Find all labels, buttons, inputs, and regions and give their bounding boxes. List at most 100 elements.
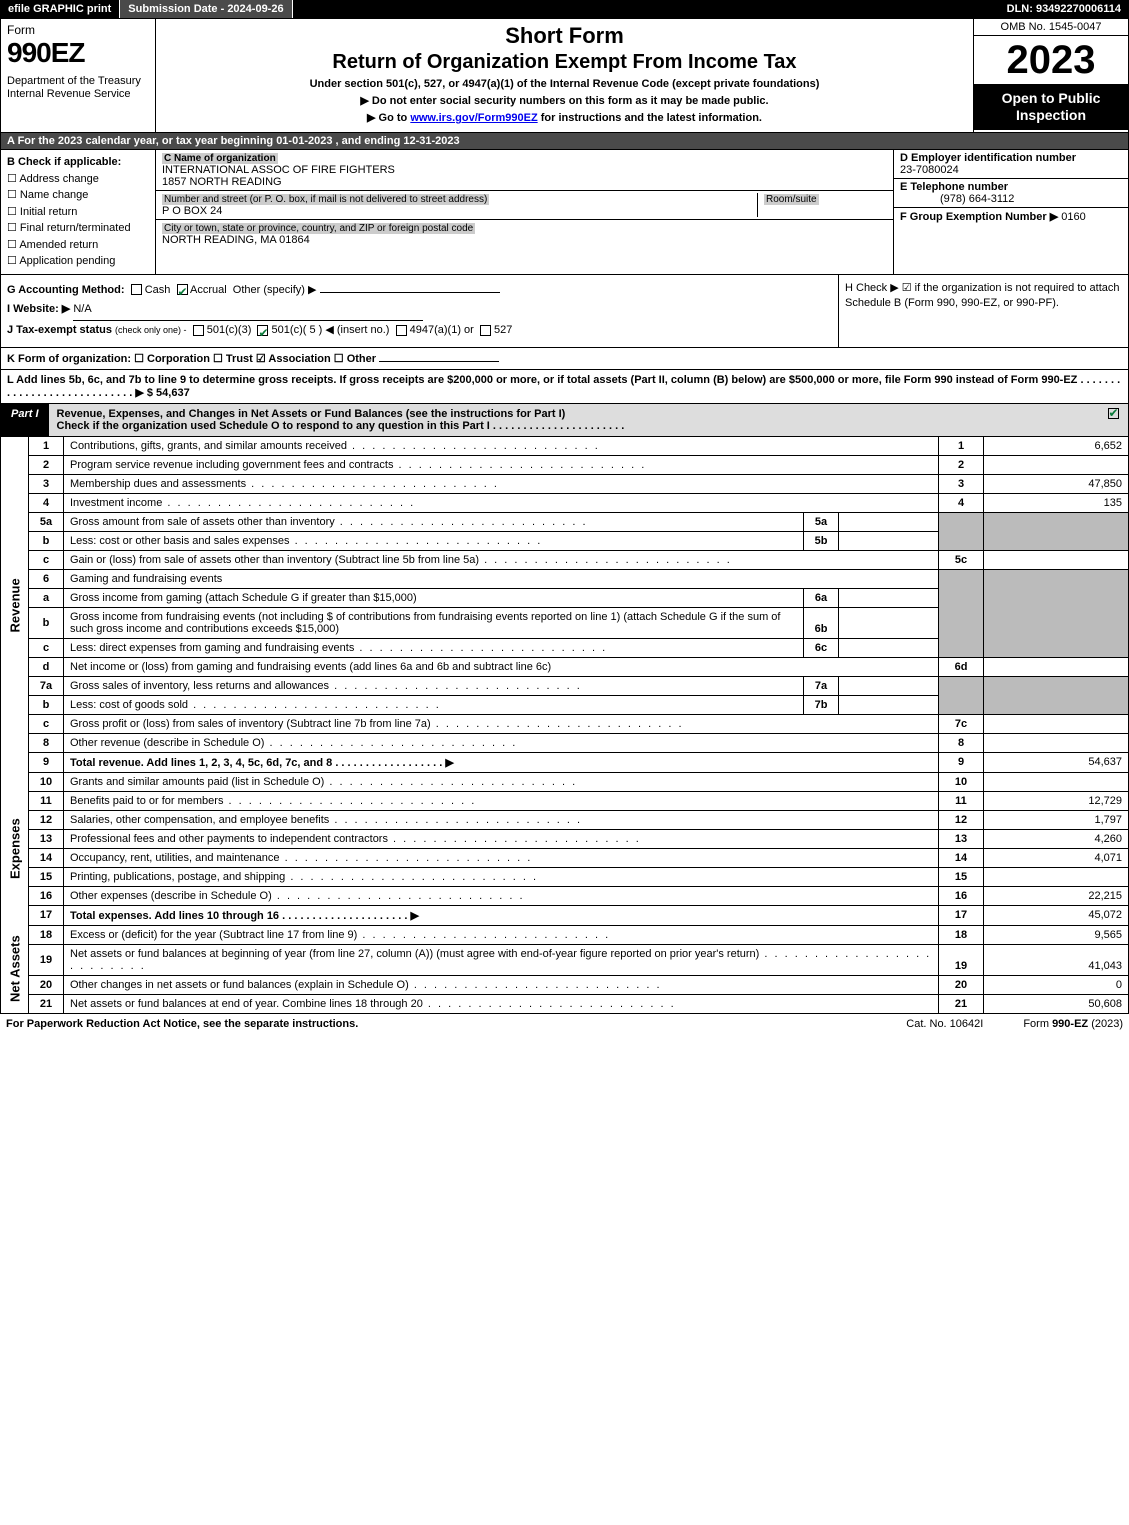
dept-label: Department of the Treasury Internal Reve…: [7, 75, 149, 101]
col-b: B Check if applicable: ☐ Address change …: [1, 150, 156, 274]
ein-value: 23-7080024: [900, 164, 959, 176]
irs-link[interactable]: www.irs.gov/Form990EZ: [410, 112, 537, 124]
row-l: L Add lines 5b, 6c, and 7b to line 9 to …: [0, 370, 1129, 404]
line-row: d Net income or (loss) from gaming and f…: [1, 657, 1129, 676]
i-row: I Website: ▶ N/A: [7, 300, 832, 321]
b-item: ☐ Initial return: [7, 204, 149, 221]
j-527-checkbox[interactable]: [480, 325, 491, 336]
part1-header: Part I Revenue, Expenses, and Changes in…: [0, 404, 1129, 437]
dln: DLN: 93492270006114: [999, 0, 1129, 18]
c-addr-lbl: Number and street (or P. O. box, if mail…: [162, 194, 489, 205]
i-lbl: I Website: ▶: [7, 303, 70, 315]
b-item: ☐ Application pending: [7, 253, 149, 270]
line-row: 14 Occupancy, rent, utilities, and maint…: [1, 848, 1129, 867]
row-k: K Form of organization: ☐ Corporation ☐ …: [0, 348, 1129, 370]
page-footer: For Paperwork Reduction Act Notice, see …: [0, 1014, 1129, 1034]
line-row: 17 Total expenses. Add lines 10 through …: [1, 905, 1129, 925]
line-row: 16 Other expenses (describe in Schedule …: [1, 886, 1129, 905]
col-c: C Name of organization INTERNATIONAL ASS…: [156, 150, 893, 274]
line-row: c Gross profit or (loss) from sales of i…: [1, 714, 1129, 733]
b-item: ☐ Final return/terminated: [7, 220, 149, 237]
form-word: Form: [7, 23, 149, 37]
accrual-checkbox[interactable]: [177, 284, 188, 295]
ssn-note: ▶ Do not enter social security numbers o…: [160, 94, 969, 107]
c-name-row: C Name of organization INTERNATIONAL ASS…: [156, 150, 893, 191]
website-value: N/A: [73, 300, 423, 321]
short-form-title: Short Form: [160, 23, 969, 49]
k-text: K Form of organization: ☐ Corporation ☐ …: [7, 353, 376, 365]
j-lbl: J Tax-exempt status: [7, 324, 112, 336]
c-name-lbl: C Name of organization: [162, 153, 278, 164]
d-ein: D Employer identification number 23-7080…: [894, 150, 1128, 179]
section-a-bar: A For the 2023 calendar year, or tax yea…: [0, 133, 1129, 150]
line-row: 15 Printing, publications, postage, and …: [1, 867, 1129, 886]
h-text: H Check ▶ ☑ if the organization is not r…: [845, 282, 1120, 309]
revenue-side-label: Revenue: [1, 437, 29, 773]
b-item: ☐ Address change: [7, 171, 149, 188]
tax-year: 2023: [974, 36, 1128, 84]
e-phone: E Telephone number (978) 664-3112: [894, 179, 1128, 208]
c-city-lbl: City or town, state or province, country…: [162, 223, 475, 234]
header-left: Form 990EZ Department of the Treasury In…: [1, 19, 156, 132]
f-lbl: F Group Exemption Number ▶: [900, 211, 1058, 223]
line-row: 13 Professional fees and other payments …: [1, 829, 1129, 848]
form-header: Form 990EZ Department of the Treasury In…: [0, 18, 1129, 133]
j-4947-checkbox[interactable]: [396, 325, 407, 336]
k-other-line: [379, 361, 499, 362]
j-501c-checkbox[interactable]: [257, 325, 268, 336]
line-row: 21 Net assets or fund balances at end of…: [1, 994, 1129, 1013]
line-row: 6 Gaming and fundraising events: [1, 569, 1129, 588]
open-inspection: Open to Public Inspection: [974, 84, 1128, 130]
return-title: Return of Organization Exempt From Incom…: [160, 51, 969, 74]
expenses-side-label: Expenses: [1, 772, 29, 925]
goto-post: for instructions and the latest informat…: [538, 112, 762, 124]
part1-tab: Part I: [1, 404, 49, 436]
schedule-o-checkbox[interactable]: [1108, 408, 1119, 419]
line-row: 9 Total revenue. Add lines 1, 2, 3, 4, 5…: [1, 752, 1129, 772]
form-number: 990EZ: [7, 37, 149, 69]
line-row: 2 Program service revenue including gove…: [1, 455, 1129, 474]
line-row: 4 Investment income 4 135: [1, 493, 1129, 512]
col-de: D Employer identification number 23-7080…: [893, 150, 1128, 274]
line-row: 11 Benefits paid to or for members 11 12…: [1, 791, 1129, 810]
line-row: 20 Other changes in net assets or fund b…: [1, 975, 1129, 994]
header-mid: Short Form Return of Organization Exempt…: [156, 19, 973, 132]
netassets-side-label: Net Assets: [1, 925, 29, 1013]
b-item: ☐ Name change: [7, 187, 149, 204]
j-sub: (check only one) -: [115, 325, 187, 335]
g-row: G Accounting Method: Cash Accrual Other …: [7, 281, 832, 301]
line-row: Expenses 10 Grants and similar amounts p…: [1, 772, 1129, 791]
org-address: P O BOX 24: [162, 205, 222, 217]
c-city-row: City or town, state or province, country…: [156, 220, 893, 248]
line-row: c Gain or (loss) from sale of assets oth…: [1, 550, 1129, 569]
b-item: ☐ Amended return: [7, 237, 149, 254]
footer-left: For Paperwork Reduction Act Notice, see …: [6, 1018, 866, 1030]
l-text: L Add lines 5b, 6c, and 7b to line 9 to …: [7, 374, 1120, 399]
cash-checkbox[interactable]: [131, 284, 142, 295]
phone-value: (978) 664-3112: [900, 193, 1014, 205]
f-group: F Group Exemption Number ▶ 0160: [894, 208, 1128, 225]
part1-check: [1098, 404, 1128, 436]
line-row: 7a Gross sales of inventory, less return…: [1, 676, 1129, 695]
line-row: 12 Salaries, other compensation, and emp…: [1, 810, 1129, 829]
header-right: OMB No. 1545-0047 2023 Open to Public In…: [973, 19, 1128, 132]
section-ghij: G Accounting Method: Cash Accrual Other …: [0, 275, 1129, 348]
org-name: INTERNATIONAL ASSOC OF FIRE FIGHTERS 185…: [162, 164, 395, 188]
g-lbl: G Accounting Method:: [7, 284, 125, 296]
line-row: 8 Other revenue (describe in Schedule O)…: [1, 733, 1129, 752]
efile-label: efile GRAPHIC print: [0, 0, 120, 18]
c-addr-row: Number and street (or P. O. box, if mail…: [156, 191, 893, 220]
j-501c3-checkbox[interactable]: [193, 325, 204, 336]
submission-date: Submission Date - 2024-09-26: [120, 0, 292, 18]
f-value: 0160: [1061, 211, 1085, 223]
line-row: 3 Membership dues and assessments 3 47,8…: [1, 474, 1129, 493]
omb-number: OMB No. 1545-0047: [974, 19, 1128, 36]
line-row: Revenue 1 Contributions, gifts, grants, …: [1, 437, 1129, 456]
suite-lbl: Room/suite: [764, 194, 819, 205]
footer-cat: Cat. No. 10642I: [866, 1018, 1023, 1030]
line-row: 5a Gross amount from sale of assets othe…: [1, 512, 1129, 531]
goto-pre: ▶ Go to: [367, 112, 410, 124]
d-lbl: D Employer identification number: [900, 152, 1076, 164]
part1-title: Revenue, Expenses, and Changes in Net As…: [49, 404, 1098, 436]
top-bar: efile GRAPHIC print Submission Date - 20…: [0, 0, 1129, 18]
